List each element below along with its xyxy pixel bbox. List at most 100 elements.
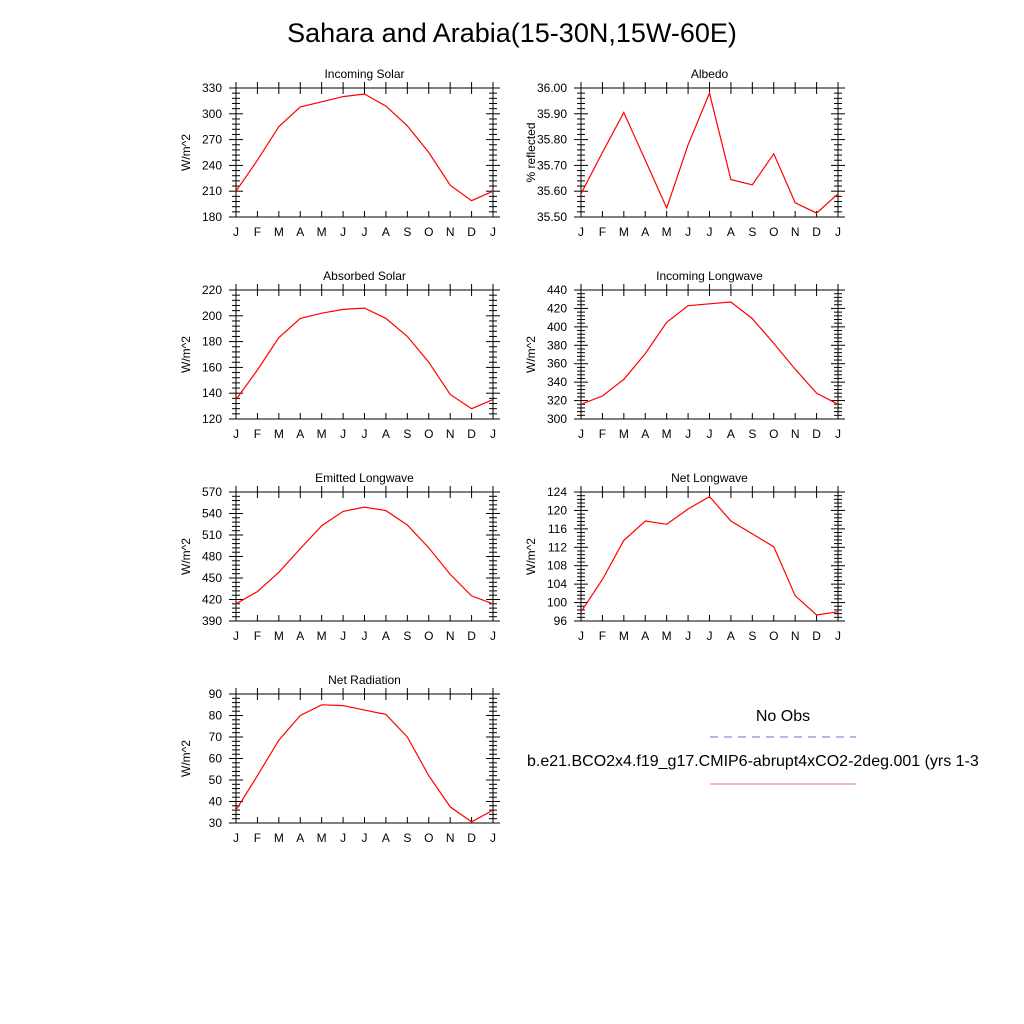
x-tick-label: D	[812, 629, 821, 643]
y-tick-label: 330	[202, 81, 222, 95]
x-tick-label: D	[467, 629, 476, 643]
x-tick-label: J	[490, 225, 496, 239]
y-tick-label: 140	[202, 386, 222, 400]
x-tick-label: A	[382, 629, 390, 643]
y-tick-label: 70	[209, 730, 223, 744]
x-tick-label: F	[254, 225, 261, 239]
plot-frame	[235, 289, 494, 420]
y-tick-label: 240	[202, 158, 222, 172]
x-tick-label: N	[791, 225, 800, 239]
x-tick-label: J	[707, 225, 713, 239]
x-tick-label: D	[467, 427, 476, 441]
y-tick-label: 540	[202, 507, 222, 521]
x-tick-label: J	[490, 427, 496, 441]
y-tick-label: 440	[547, 283, 567, 297]
y-tick-label: 35.90	[537, 107, 567, 121]
x-tick-label: A	[296, 629, 304, 643]
y-tick-label: 116	[548, 522, 567, 536]
x-tick-label: J	[340, 225, 346, 239]
x-tick-label: J	[685, 629, 691, 643]
x-tick-label: A	[641, 629, 649, 643]
y-tick-label: 120	[202, 412, 222, 426]
y-tick-label: 270	[202, 133, 222, 147]
x-tick-label: M	[619, 427, 629, 441]
x-tick-label: M	[317, 629, 327, 643]
x-tick-label: A	[296, 831, 304, 845]
x-tick-label: M	[274, 629, 284, 643]
x-tick-label: A	[382, 427, 390, 441]
x-tick-label: N	[446, 831, 455, 845]
x-tick-label: A	[727, 225, 735, 239]
series-line	[235, 704, 494, 823]
x-tick-label: A	[727, 629, 735, 643]
y-axis-label: W/m^2	[179, 740, 193, 777]
y-tick-label: 35.70	[537, 158, 567, 172]
x-tick-label: J	[340, 629, 346, 643]
y-tick-label: 300	[547, 412, 567, 426]
panel-title: Net Longwave	[671, 471, 748, 485]
x-tick-label: A	[382, 225, 390, 239]
figure-title: Sahara and Arabia(15-30N,15W-60E)	[287, 18, 737, 48]
panel-title: Net Radiation	[328, 673, 401, 687]
y-tick-label: 210	[202, 184, 222, 198]
x-tick-label: O	[424, 427, 433, 441]
x-tick-label: D	[812, 427, 821, 441]
panel-title: Absorbed Solar	[323, 269, 406, 283]
x-tick-label: M	[317, 831, 327, 845]
x-tick-label: S	[403, 831, 411, 845]
x-tick-label: O	[424, 831, 433, 845]
panel-title: Incoming Longwave	[656, 269, 763, 283]
y-tick-label: 510	[202, 528, 222, 542]
y-tick-label: 390	[202, 614, 222, 628]
plot-frame	[580, 87, 839, 218]
y-tick-label: 96	[554, 614, 568, 628]
y-axis-label: W/m^2	[179, 134, 193, 171]
x-tick-label: J	[578, 427, 584, 441]
plot-frame	[235, 491, 494, 622]
y-axis-label: W/m^2	[524, 538, 538, 575]
y-tick-label: 480	[202, 550, 222, 564]
x-tick-label: A	[382, 831, 390, 845]
y-tick-label: 35.50	[537, 210, 567, 224]
x-tick-label: M	[662, 629, 672, 643]
x-tick-label: J	[835, 629, 841, 643]
y-tick-label: 90	[209, 687, 223, 701]
y-tick-label: 320	[547, 394, 567, 408]
x-tick-label: S	[748, 629, 756, 643]
x-tick-label: J	[707, 629, 713, 643]
x-tick-label: F	[254, 831, 261, 845]
series-line	[580, 495, 839, 616]
y-axis-label: % reflected	[524, 122, 538, 182]
legend: No Obs b.e21.BCO2x4.f19_g17.CMIP6-abrupt4…	[527, 708, 979, 785]
y-tick-label: 120	[547, 503, 567, 517]
y-tick-label: 570	[202, 485, 222, 499]
x-tick-label: M	[662, 225, 672, 239]
x-tick-label: A	[296, 427, 304, 441]
x-tick-label: N	[791, 629, 800, 643]
y-tick-label: 30	[209, 816, 223, 830]
x-tick-label: J	[490, 831, 496, 845]
x-tick-label: J	[685, 225, 691, 239]
y-tick-label: 50	[209, 773, 223, 787]
x-tick-label: F	[599, 427, 606, 441]
legend-label-model: b.e21.BCO2x4.f19_g17.CMIP6-abrupt4xCO2-2…	[527, 753, 979, 770]
y-tick-label: 108	[547, 559, 567, 573]
y-axis-label: W/m^2	[179, 336, 193, 373]
y-tick-label: 400	[547, 320, 567, 334]
series-line	[580, 91, 839, 214]
x-tick-label: J	[362, 225, 368, 239]
x-tick-label: N	[446, 427, 455, 441]
x-tick-label: J	[835, 427, 841, 441]
x-tick-label: O	[424, 629, 433, 643]
x-tick-label: M	[274, 225, 284, 239]
y-tick-label: 220	[202, 283, 222, 297]
x-tick-label: M	[619, 629, 629, 643]
y-tick-label: 104	[547, 577, 567, 591]
x-tick-label: D	[467, 831, 476, 845]
